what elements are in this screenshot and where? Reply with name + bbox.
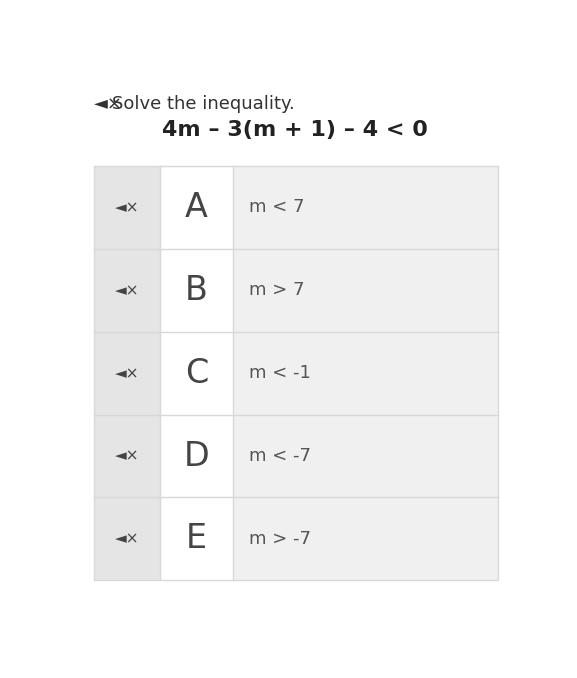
Bar (94, 498, 497, 580)
Bar (160, 249, 233, 332)
Bar (94, 166, 497, 249)
Text: ◄×: ◄× (114, 449, 139, 464)
Text: m < -1: m < -1 (249, 364, 310, 382)
Text: m > 7: m > 7 (249, 281, 304, 300)
Text: m < 7: m < 7 (249, 199, 304, 216)
Text: C: C (185, 357, 208, 390)
Bar (160, 166, 233, 249)
Bar (94, 332, 497, 415)
Text: 4m – 3(m + 1) – 4 < 0: 4m – 3(m + 1) – 4 < 0 (162, 120, 428, 140)
Bar (160, 498, 233, 580)
Text: ◄×: ◄× (94, 96, 123, 113)
Text: E: E (186, 522, 207, 555)
Text: m > -7: m > -7 (249, 530, 311, 548)
Bar (94, 166, 160, 249)
Bar (94, 249, 160, 332)
Text: m < -7: m < -7 (249, 447, 311, 465)
Bar (94, 498, 160, 580)
Bar (94, 415, 160, 498)
Bar (160, 415, 233, 498)
Text: ◄×: ◄× (114, 283, 139, 298)
Text: ◄×: ◄× (114, 532, 139, 546)
Bar (94, 415, 497, 498)
Text: A: A (185, 191, 208, 224)
Text: D: D (183, 439, 209, 473)
Bar (94, 332, 160, 415)
Bar (94, 166, 497, 580)
Bar (94, 249, 497, 332)
Bar (160, 332, 233, 415)
Text: ◄×: ◄× (114, 200, 139, 215)
Text: Solve the inequality.: Solve the inequality. (113, 96, 295, 113)
Text: B: B (185, 274, 208, 307)
Text: ◄×: ◄× (114, 365, 139, 380)
